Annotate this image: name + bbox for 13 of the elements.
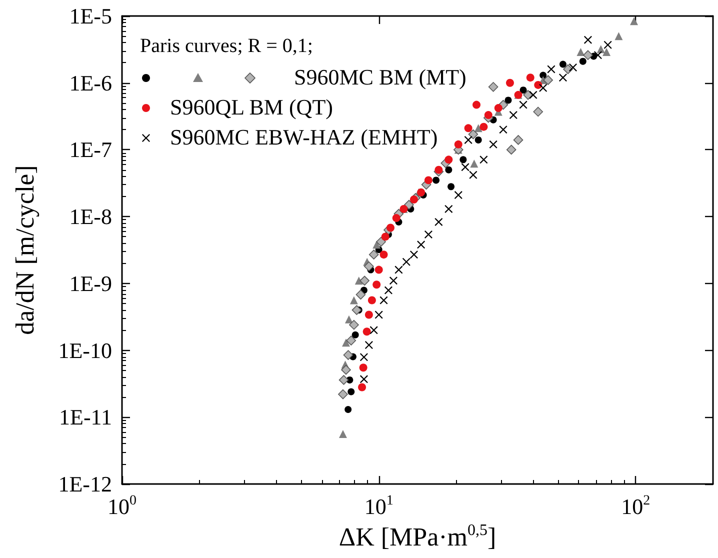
y-tick-label: 1E-8 xyxy=(69,204,112,230)
legend-label: S960QL BM (QT) xyxy=(170,94,333,120)
y-tick-label: 1E-11 xyxy=(59,404,112,430)
legend-label: S960MC BM (MT) xyxy=(294,64,466,90)
legend-label: S960MC EBW-HAZ (EMHT) xyxy=(170,124,438,150)
y-tick-label: 1E-9 xyxy=(69,270,112,296)
y-tick-label: 1E-12 xyxy=(58,472,112,496)
y-axis-title: da/dN [m/cycle] xyxy=(10,165,40,335)
y-tick-label: 1E-5 xyxy=(69,4,112,28)
y-tick-label: 1E-10 xyxy=(58,338,112,363)
y-tick-label: 1E-7 xyxy=(69,137,112,162)
y-tick-label: 1E-6 xyxy=(69,70,112,96)
legend-title: Paris curves; R = 0,1; xyxy=(140,35,313,57)
